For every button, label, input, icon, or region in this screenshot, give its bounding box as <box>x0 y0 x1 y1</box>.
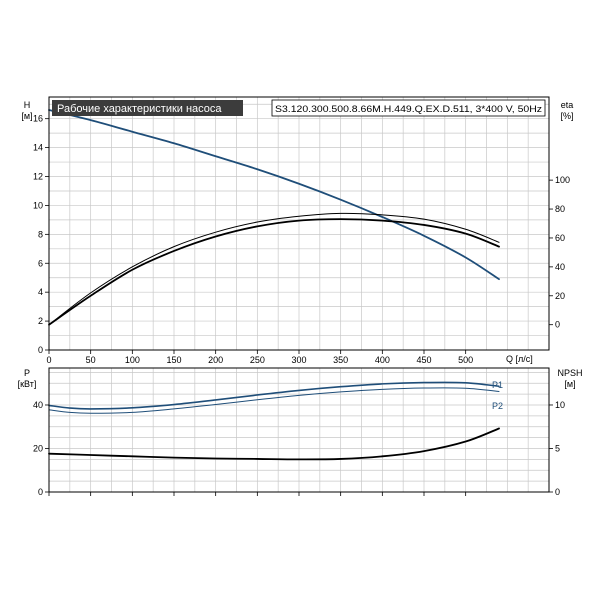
bottom-left-ticks: 0 20 40 <box>33 400 49 497</box>
top-left-tick-label: 8 <box>38 229 43 239</box>
model-label: S3.120.300.500.8.66M.H.449.Q.EX.D.511, 3… <box>275 104 542 114</box>
x-axis-label: Q [л/с] <box>506 354 533 364</box>
bottom-left-tick-label: 0 <box>38 487 43 497</box>
x-tick-label: 350 <box>333 355 348 365</box>
bottom-right-tick-label: 0 <box>555 487 560 497</box>
efficiency-curve-upper <box>48 212 500 326</box>
head-curve <box>48 109 500 281</box>
top-right-ticks: 0 20 40 60 80 100 <box>549 175 570 330</box>
chart-title: Рабочие характеристики насоса <box>57 103 222 115</box>
top-left-tick-label: 0 <box>38 345 43 355</box>
top-left-tick-label: 12 <box>33 172 43 182</box>
bottom-right-tick-label: 5 <box>555 443 560 453</box>
x-tick-label: 400 <box>375 355 390 365</box>
top-right-tick-label: 60 <box>555 233 565 243</box>
efficiency-curve-lower <box>48 218 500 326</box>
x-ticks: 0 50 100 150 200 250 300 350 400 450 500 <box>46 350 473 496</box>
x-tick-label: 250 <box>250 355 265 365</box>
x-tick-label: 500 <box>458 355 473 365</box>
top-left-tick-label: 16 <box>33 114 43 124</box>
x-tick-label: 300 <box>291 355 306 365</box>
x-tick-label: 450 <box>416 355 431 365</box>
top-left-tick-label: 10 <box>33 200 43 210</box>
bottom-left-axis-label: P <box>24 368 30 378</box>
bottom-series <box>48 381 500 461</box>
npsh-curve <box>48 427 500 461</box>
x-tick-label: 150 <box>166 355 181 365</box>
bottom-grid <box>49 368 549 492</box>
top-left-axis-unit: [м] <box>21 111 32 121</box>
bottom-right-ticks: 0 5 10 <box>549 400 565 497</box>
x-tick-label: 100 <box>125 355 140 365</box>
power-p2-curve <box>48 387 500 414</box>
chart-title-box <box>52 100 243 116</box>
bottom-right-axis-label: NPSH <box>557 368 582 378</box>
x-tick-label: 200 <box>208 355 223 365</box>
x-tick-label: 50 <box>86 355 96 365</box>
top-right-tick-label: 0 <box>555 320 560 330</box>
top-left-tick-label: 4 <box>38 287 43 297</box>
series-label-p2: P2 <box>492 401 503 411</box>
top-right-tick-label: 80 <box>555 204 565 214</box>
top-right-tick-label: 20 <box>555 291 565 301</box>
series-label-p1: P1 <box>492 380 503 390</box>
bottom-left-axis-unit: [кВт] <box>18 379 37 389</box>
top-grid <box>49 97 549 350</box>
top-left-axis-label: H <box>24 100 31 110</box>
bottom-right-axis-unit: [м] <box>564 379 575 389</box>
top-right-tick-label: 100 <box>555 175 570 185</box>
top-right-axis-unit: [%] <box>560 111 573 121</box>
x-tick-label: 0 <box>46 355 51 365</box>
top-left-tick-label: 14 <box>33 143 43 153</box>
model-label-box <box>271 99 546 117</box>
top-left-tick-label: 6 <box>38 258 43 268</box>
top-right-axis-label: eta <box>561 100 574 110</box>
power-p1-curve <box>48 381 500 410</box>
top-series <box>48 109 500 326</box>
top-left-ticks: 0 2 4 6 8 10 12 14 16 <box>33 114 49 355</box>
top-right-tick-label: 40 <box>555 262 565 272</box>
bottom-left-tick-label: 20 <box>33 443 43 453</box>
bottom-right-tick-label: 10 <box>555 400 565 410</box>
top-left-tick-label: 2 <box>38 316 43 326</box>
bottom-left-tick-label: 40 <box>33 400 43 410</box>
